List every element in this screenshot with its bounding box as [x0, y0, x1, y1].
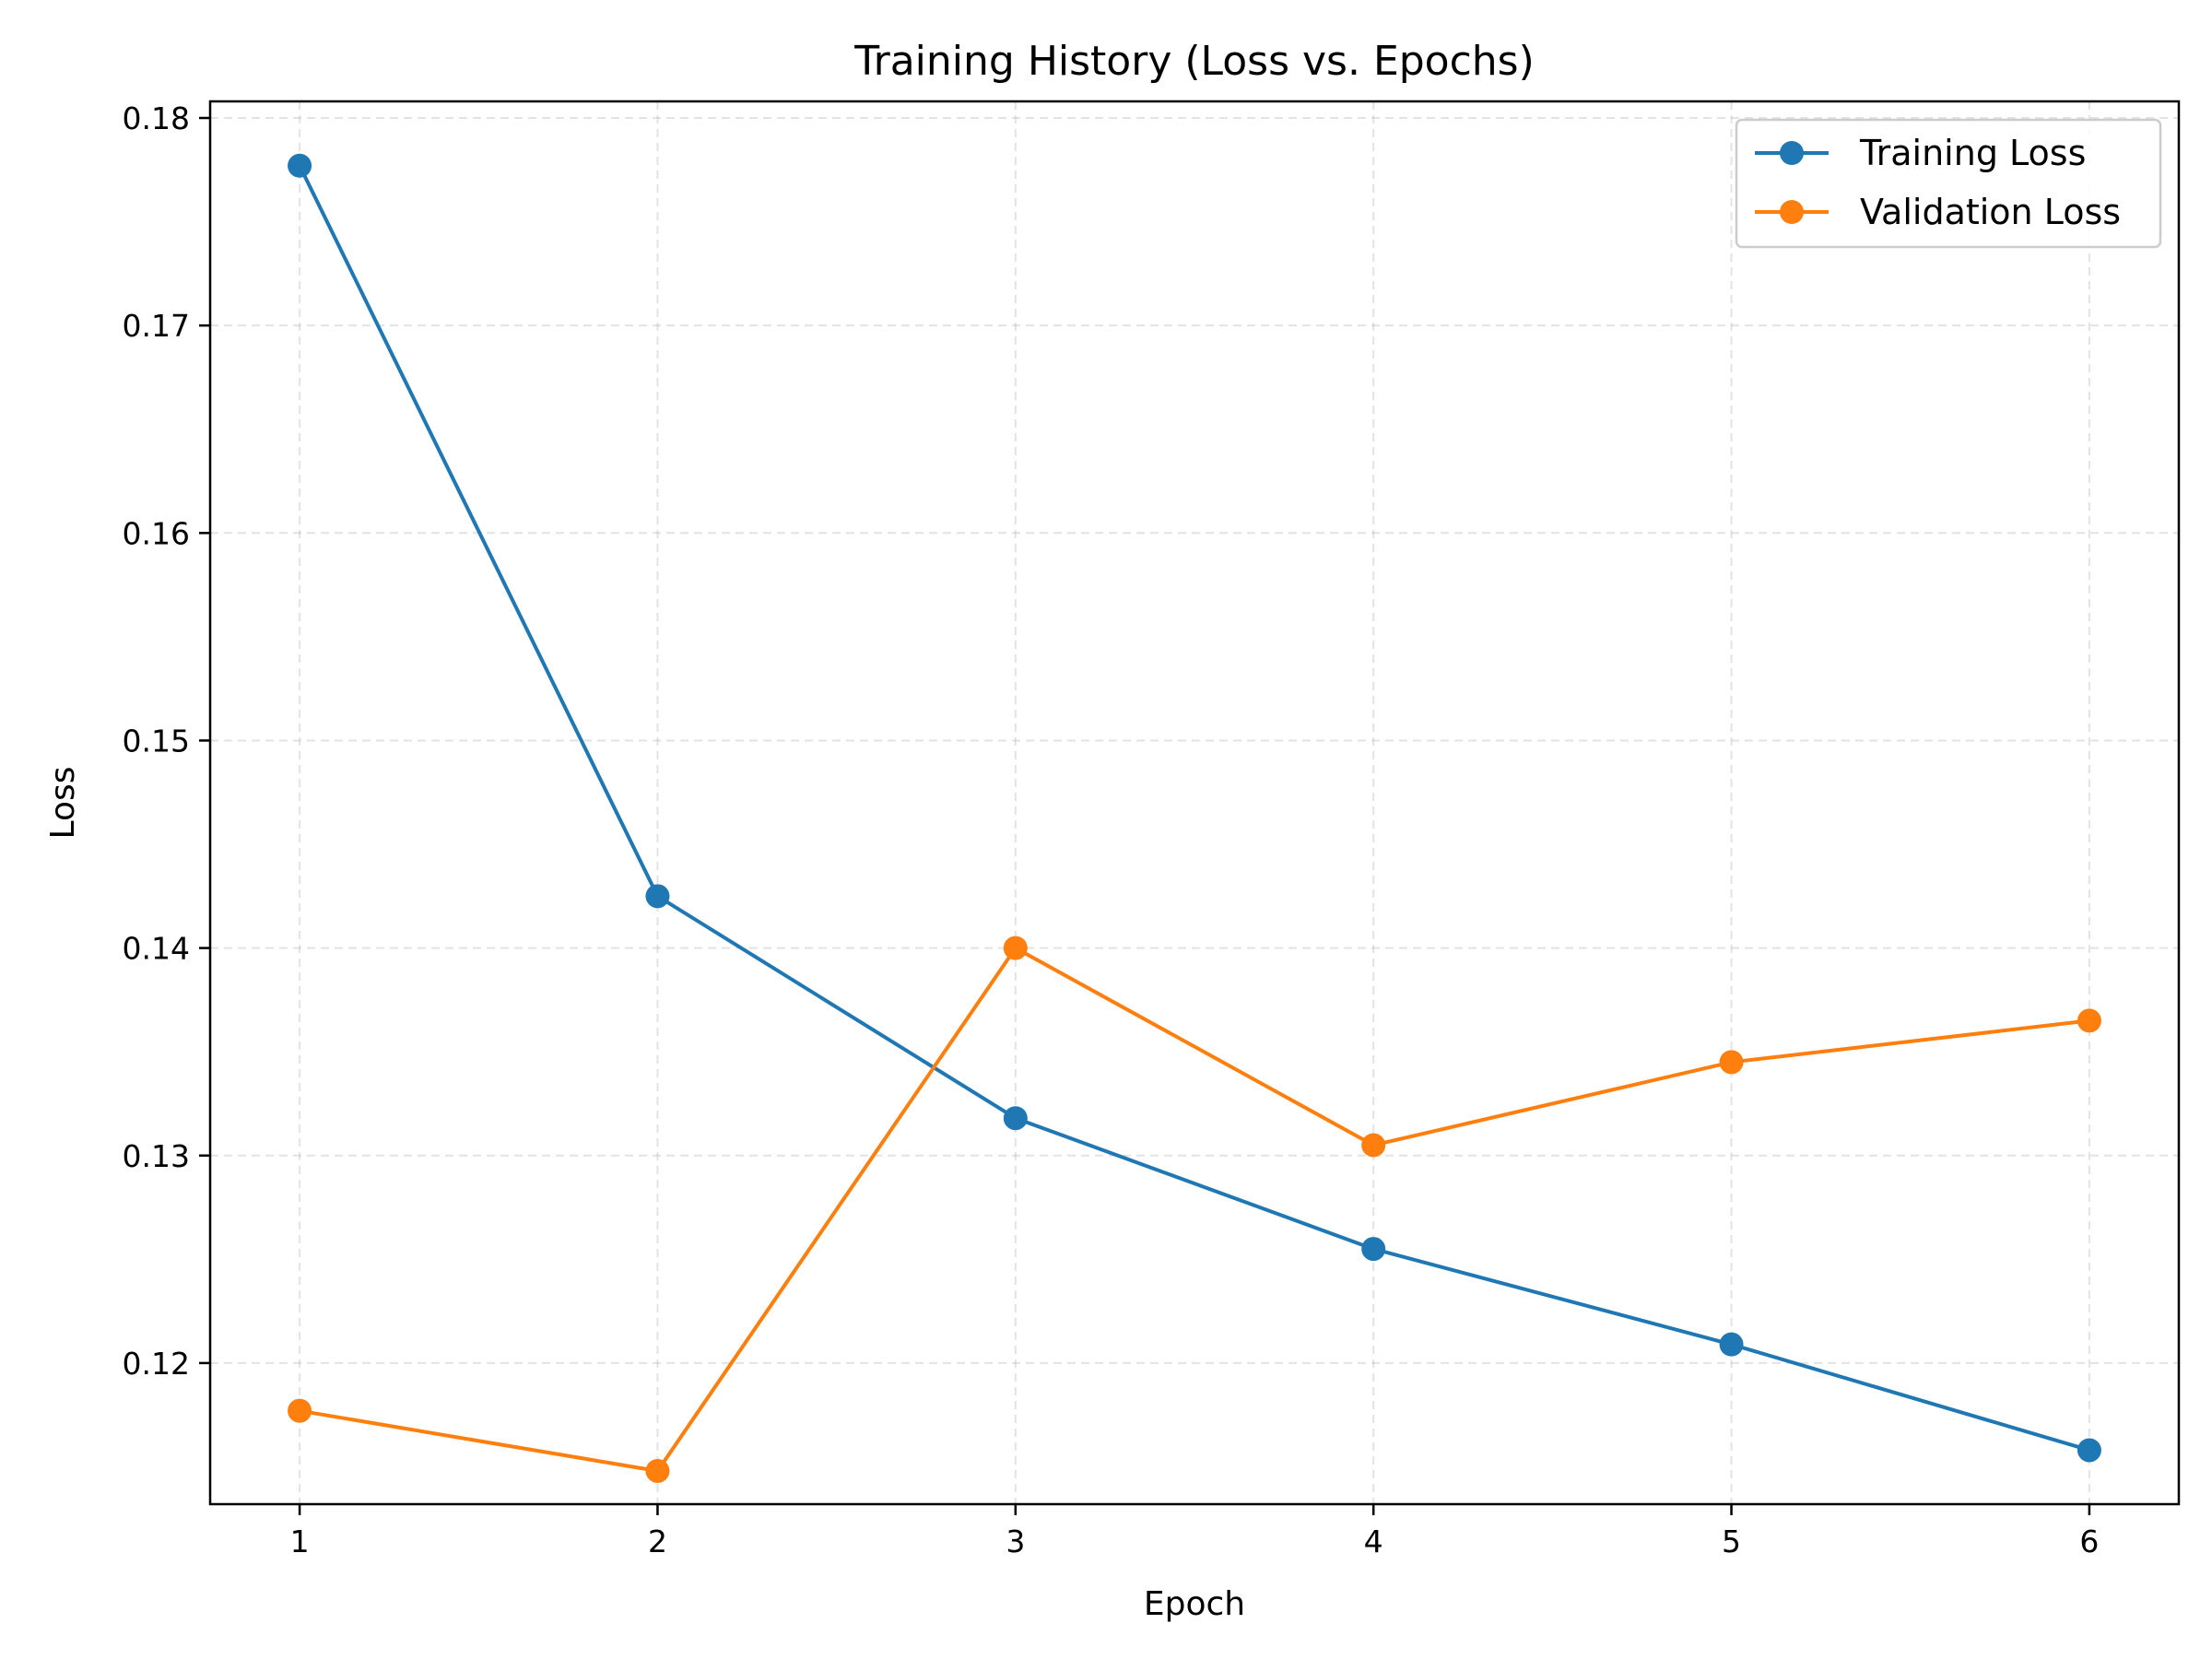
x-tick-label: 4	[1364, 1524, 1383, 1559]
y-axis-label: Loss	[44, 767, 82, 840]
x-tick-label: 5	[1722, 1524, 1741, 1559]
grid	[210, 101, 2179, 1504]
series-line-validation-loss	[299, 946, 2090, 1473]
data-point-training-loss	[1719, 1332, 1744, 1357]
data-point-training-loss	[645, 884, 670, 909]
x-tick-label: 1	[290, 1524, 310, 1559]
legend-swatch-marker	[1780, 141, 1804, 165]
x-axis-label: Epoch	[1144, 1585, 1245, 1623]
series-line-training-loss	[298, 164, 2090, 1453]
data-point-training-loss	[288, 153, 312, 178]
y-tick-label: 0.18	[123, 100, 190, 136]
chart-title: Training History (Loss vs. Epochs)	[853, 38, 1535, 85]
x-axis: 1 2 3 4 5 6	[290, 1504, 2099, 1559]
legend: Training Loss Validation Loss	[1735, 118, 2162, 249]
data-point-validation-loss	[1361, 1133, 1386, 1158]
plot-frame	[208, 100, 2181, 1506]
x-tick-label: 3	[1006, 1524, 1025, 1559]
series-layer	[288, 153, 2101, 1483]
legend-label: Training Loss	[1859, 133, 2086, 173]
data-point-validation-loss	[1719, 1050, 1744, 1075]
data-point-validation-loss	[1003, 935, 1028, 960]
legend-entry-training-loss: Training Loss	[1755, 133, 2086, 173]
data-point-validation-loss	[645, 1458, 670, 1483]
y-tick-label: 0.13	[123, 1138, 190, 1174]
data-point-validation-loss	[288, 1398, 312, 1423]
data-point-validation-loss	[2077, 1008, 2101, 1033]
legend-swatch-marker	[1780, 200, 1804, 224]
y-tick-label: 0.12	[123, 1346, 190, 1382]
data-point-training-loss	[2077, 1438, 2101, 1463]
y-tick-label: 0.14	[123, 931, 190, 967]
legend-entry-validation-loss: Validation Loss	[1755, 192, 2121, 232]
y-tick-label: 0.17	[123, 308, 190, 344]
x-tick-label: 2	[648, 1524, 667, 1559]
x-tick-label: 6	[2079, 1524, 2099, 1559]
legend-label: Validation Loss	[1860, 192, 2121, 232]
series-validation-loss	[288, 935, 2101, 1483]
y-tick-label: 0.16	[123, 515, 190, 551]
data-point-training-loss	[1361, 1237, 1386, 1262]
y-tick-label: 0.15	[123, 723, 190, 759]
series-training-loss	[288, 153, 2101, 1463]
y-axis: 0.12 0.13 0.14 0.15 0.16 0.17 0.18	[123, 100, 210, 1382]
legend-box	[1735, 118, 2162, 249]
data-point-training-loss	[1003, 1106, 1028, 1131]
